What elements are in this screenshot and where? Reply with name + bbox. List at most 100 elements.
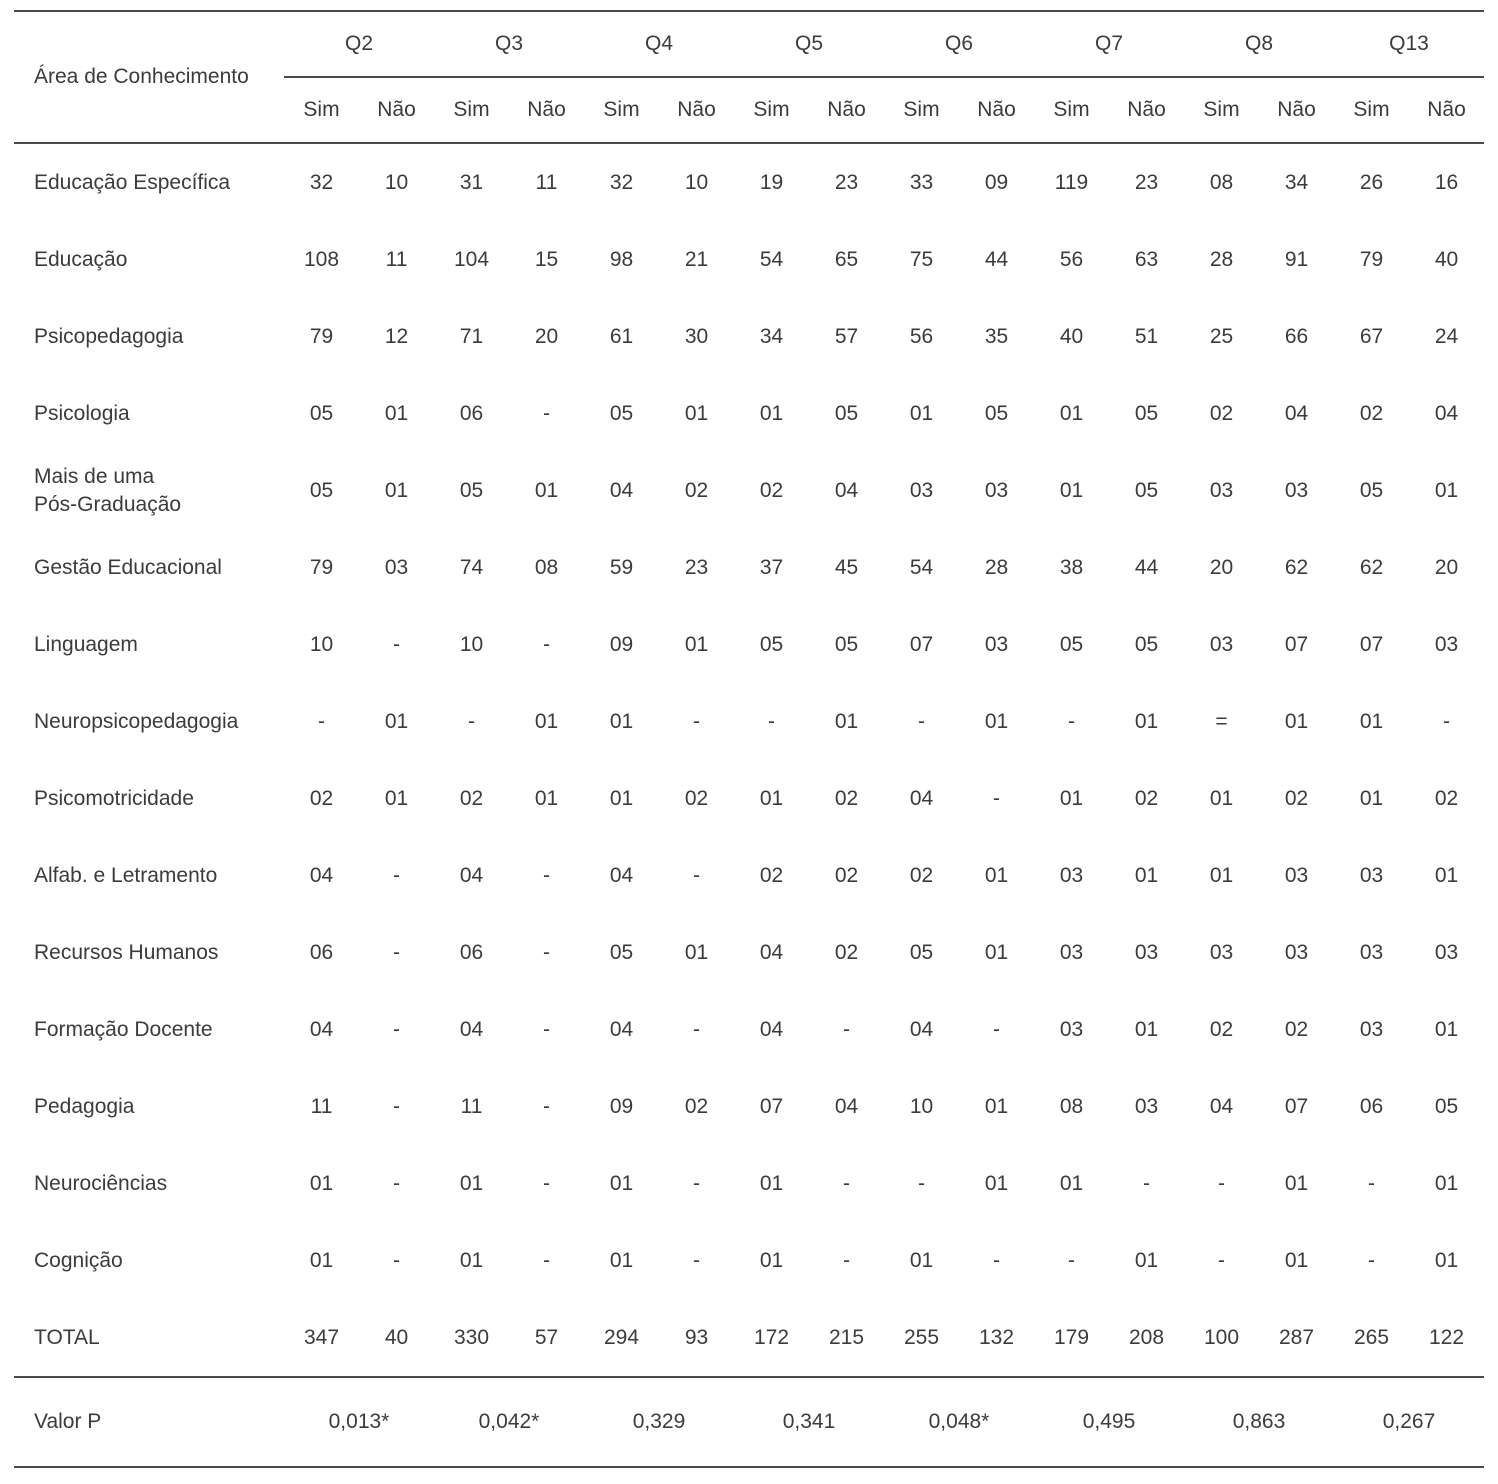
value-cell: 20 <box>1434 555 1459 579</box>
value-cell: 01 <box>684 940 709 964</box>
value-cell: 06 <box>459 940 484 964</box>
row-label: Psicopedagogia <box>34 324 184 348</box>
value-cell: 01 <box>1134 1017 1159 1041</box>
value-cell: 03 <box>984 632 1009 656</box>
sim-header: Sim <box>1034 77 1109 144</box>
value-cell: - <box>768 709 775 733</box>
value-cell: 71 <box>459 324 484 348</box>
value-cell: 62 <box>1284 555 1309 579</box>
value-cell: 03 <box>1209 940 1234 964</box>
value-cell: 33 <box>909 170 934 194</box>
value-cell: 03 <box>1434 632 1459 656</box>
nao-header: Não <box>1409 77 1484 144</box>
value-cell: 45 <box>834 555 859 579</box>
column-group-header: Q6 <box>884 11 1034 78</box>
value-cell: 03 <box>1209 632 1234 656</box>
total-value-cell: 294 <box>584 1299 659 1378</box>
pvalue-cell: 0,329 <box>584 1377 734 1468</box>
row-label: Psicomotricidade <box>34 786 194 810</box>
value-cell: 65 <box>834 247 859 271</box>
value-cell: 01 <box>1434 863 1459 887</box>
value-cell: 01 <box>1434 1248 1459 1272</box>
value-cell: 05 <box>759 632 784 656</box>
value-cell: - <box>468 709 475 733</box>
value-cell: 05 <box>984 401 1009 425</box>
value-cell: - <box>1218 1171 1225 1195</box>
value-cell: 04 <box>609 1017 634 1041</box>
value-cell: 67 <box>1359 324 1384 348</box>
column-group-header: Q3 <box>434 11 584 78</box>
value-cell: 56 <box>909 324 934 348</box>
value-cell: 02 <box>1209 1017 1234 1041</box>
value-cell: 01 <box>759 401 784 425</box>
value-cell: - <box>693 709 700 733</box>
pvalue-cell: 0,013* <box>284 1377 434 1468</box>
value-cell: - <box>918 709 925 733</box>
value-cell: 03 <box>909 478 934 502</box>
table-row: Alfab. e Letramento 04 - 04 - 04 - 02 02 02 01 03 01… <box>14 837 1484 914</box>
value-cell: - <box>393 863 400 887</box>
value-cell: 01 <box>984 940 1009 964</box>
total-value-cell: 287 <box>1259 1299 1334 1378</box>
value-cell: 01 <box>834 709 859 733</box>
value-cell: 01 <box>1209 786 1234 810</box>
value-cell: - <box>543 1094 550 1118</box>
table-body: Educação Específica 32 10 31 11 32 10 19 23 33 09 1… <box>14 143 1484 1468</box>
value-cell: 01 <box>1284 1171 1309 1195</box>
value-cell: 04 <box>909 786 934 810</box>
value-cell: 02 <box>684 786 709 810</box>
value-cell: - <box>318 709 325 733</box>
sim-header: Sim <box>1334 77 1409 144</box>
total-row: TOTAL 347 40 330 57 294 93 172 215 255 132 179 208 10… <box>14 1299 1484 1378</box>
value-cell: 01 <box>609 1248 634 1272</box>
value-cell: 01 <box>1134 709 1159 733</box>
column-group-header: Q7 <box>1034 11 1184 78</box>
value-cell: 07 <box>759 1094 784 1118</box>
row-label: Neurociências <box>34 1171 168 1195</box>
table-row: Formação Docente 04 - 04 - 04 - 04 - 04 - 03 01 02 02 0… <box>14 991 1484 1068</box>
value-cell: 02 <box>1209 401 1234 425</box>
value-cell: 01 <box>459 1171 484 1195</box>
value-cell: 01 <box>1284 1248 1309 1272</box>
sim-header: Sim <box>284 77 359 144</box>
value-cell: 01 <box>684 401 709 425</box>
value-cell: - <box>393 1171 400 1195</box>
value-cell: 04 <box>309 863 334 887</box>
value-cell: - <box>543 863 550 887</box>
table-row: Psicologia 05 01 06 - 05 01 01 05 01 05 01 05 02 04 02 0… <box>14 375 1484 452</box>
value-cell: 04 <box>834 478 859 502</box>
total-value-cell: 100 <box>1184 1299 1259 1378</box>
value-cell: 01 <box>1359 709 1384 733</box>
value-cell: 01 <box>1434 478 1459 502</box>
value-cell: 01 <box>609 1171 634 1195</box>
table-row: Mais de uma Pós-Graduação 05 01 05 01 04 02 02 0… <box>14 452 1484 529</box>
header-row-groups: Área de Conhecimento Q2 Q3 Q4 Q5 Q6 Q7 Q8 Q13 <box>14 11 1484 144</box>
value-cell: 05 <box>1134 478 1159 502</box>
value-cell: 03 <box>1059 1017 1084 1041</box>
value-cell: 79 <box>309 555 334 579</box>
value-cell: 01 <box>1134 1248 1159 1272</box>
value-cell: 03 <box>1434 940 1459 964</box>
knowledge-area-table: Área de Conhecimento Q2 Q3 Q4 Q5 Q6 Q7 Q8 Q13 Si… <box>14 10 1484 1468</box>
row-label: Mais de uma Pós-Graduação <box>34 465 182 516</box>
value-cell: 03 <box>384 555 409 579</box>
value-cell: 32 <box>309 170 334 194</box>
total-value-cell: 265 <box>1334 1299 1409 1378</box>
corner-header: Área de Conhecimento <box>14 11 284 144</box>
value-cell: 10 <box>309 632 334 656</box>
value-cell: 03 <box>1284 863 1309 887</box>
total-value-cell: 255 <box>884 1299 959 1378</box>
value-cell: 32 <box>609 170 634 194</box>
total-value-cell: 172 <box>734 1299 809 1378</box>
value-cell: - <box>1218 1248 1225 1272</box>
total-value-cell: 215 <box>809 1299 884 1378</box>
value-cell: 44 <box>1134 555 1159 579</box>
pvalue-cell: 0,042* <box>434 1377 584 1468</box>
value-cell: 02 <box>909 863 934 887</box>
value-cell: 24 <box>1434 324 1459 348</box>
value-cell: 10 <box>459 632 484 656</box>
value-cell: 35 <box>984 324 1009 348</box>
pvalue-cell: 0,048* <box>884 1377 1034 1468</box>
table-row: Recursos Humanos 06 - 06 - 05 01 04 02 05 01 03 03 03… <box>14 914 1484 991</box>
total-value-cell: 40 <box>359 1299 434 1378</box>
